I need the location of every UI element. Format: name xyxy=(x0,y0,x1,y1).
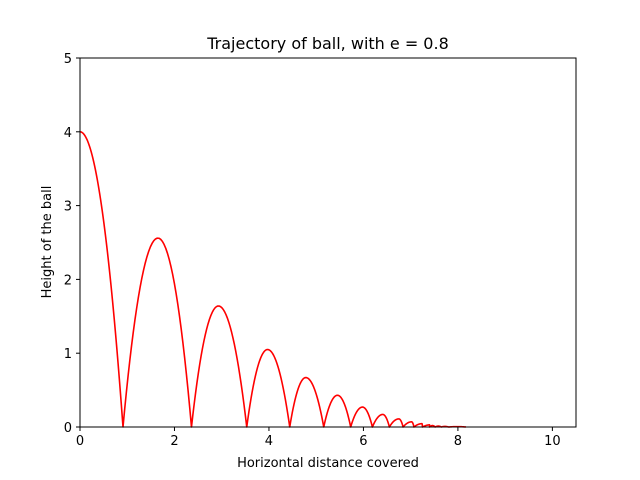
y-tick-label: 2 xyxy=(64,273,72,288)
y-tick-label: 3 xyxy=(64,200,72,215)
x-tick-label: 6 xyxy=(359,434,367,449)
x-tick-label: 2 xyxy=(170,434,178,449)
x-tick-label: 0 xyxy=(76,434,84,449)
x-axis-label: Horizontal distance covered xyxy=(237,456,419,471)
y-tick-label: 5 xyxy=(64,52,72,67)
trajectory-line xyxy=(79,131,467,428)
y-axis-label: Height of the ball xyxy=(40,186,55,299)
x-tick-label: 10 xyxy=(544,434,561,449)
plot-area xyxy=(79,131,467,428)
y-tick-label: 4 xyxy=(64,126,72,141)
x-tick-label: 8 xyxy=(454,434,462,449)
plot-frame xyxy=(79,57,577,428)
y-tick-label: 0 xyxy=(64,421,72,436)
chart-title: Trajectory of ball, with e = 0.8 xyxy=(206,34,449,53)
x-tick-label: 4 xyxy=(265,434,273,449)
y-tick-label: 1 xyxy=(64,347,72,362)
axis-ticks: 0 2 4 6 8 10 0 1 2 3 4 5 xyxy=(64,52,561,449)
